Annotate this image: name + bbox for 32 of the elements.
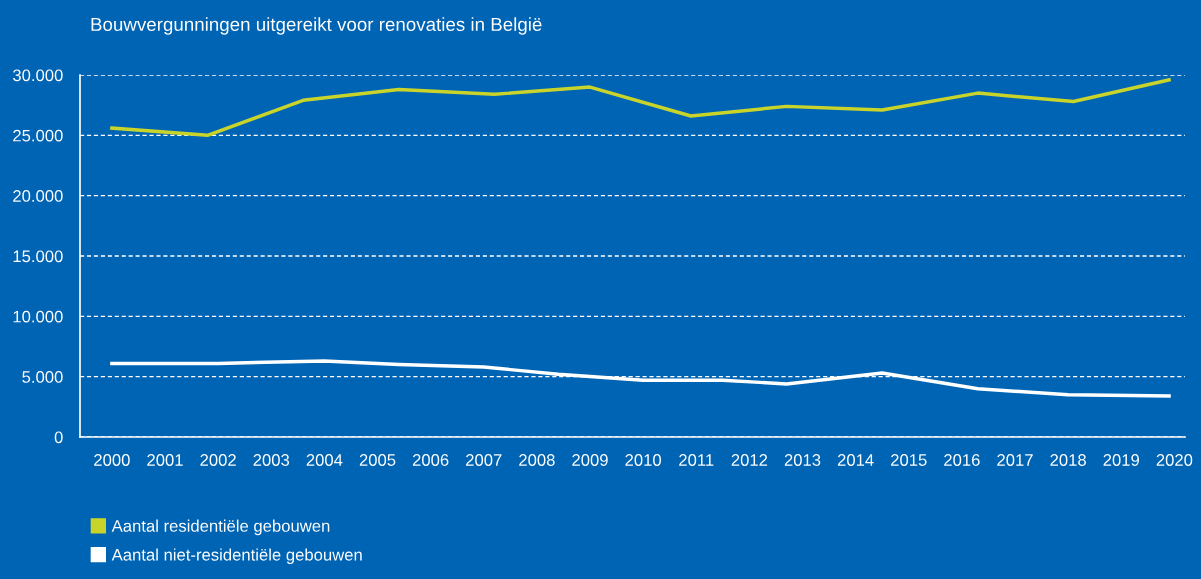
x-tick-label: 2011 — [679, 454, 714, 466]
y-tick-label: 30.000 — [13, 69, 63, 82]
x-tick-label: 2019 — [1103, 454, 1139, 466]
y-tick-label: 20.000 — [13, 190, 63, 202]
x-tick-label: 2005 — [359, 454, 396, 466]
x-tick-label: 2020 — [1156, 454, 1193, 466]
x-tick-label: 2004 — [306, 454, 343, 466]
chart-title: Bouwvergunningen uitgereikt voor renovaties in België — [91, 17, 542, 35]
x-tick-label: 2009 — [572, 454, 608, 466]
y-tick-label: 5.000 — [22, 371, 63, 383]
x-tick-label: 2008 — [519, 454, 555, 466]
x-tick-label: 2014 — [837, 454, 874, 466]
x-tick-label: 2013 — [784, 454, 821, 466]
x-tick-label: 2001 — [147, 454, 183, 466]
x-tick-label: 2002 — [200, 454, 236, 466]
legend-label: Aantal niet-residentiële gebouwen — [111, 548, 362, 564]
x-tick-label: 2010 — [625, 454, 662, 466]
x-tick-label: 2018 — [1050, 454, 1086, 466]
x-tick-label: 2017 — [997, 454, 1033, 466]
x-tick-label: 2016 — [944, 454, 980, 466]
y-tick-label: 10.000 — [13, 310, 63, 323]
x-tick-label: 2006 — [412, 454, 449, 466]
x-tick-label: 2000 — [94, 454, 130, 466]
x-tick-label: 2012 — [731, 454, 768, 466]
x-tick-label: 2015 — [891, 454, 927, 466]
y-tick-label: 0 — [54, 431, 63, 444]
y-tick-label: 25.000 — [13, 129, 63, 142]
y-tick-label: 15.000 — [13, 250, 63, 263]
line-series — [110, 78, 1171, 138]
legend-label: Aantal residentiële gebouwen — [111, 519, 330, 536]
x-tick-label: 2003 — [253, 454, 290, 466]
x-tick-label: 2007 — [466, 454, 502, 466]
